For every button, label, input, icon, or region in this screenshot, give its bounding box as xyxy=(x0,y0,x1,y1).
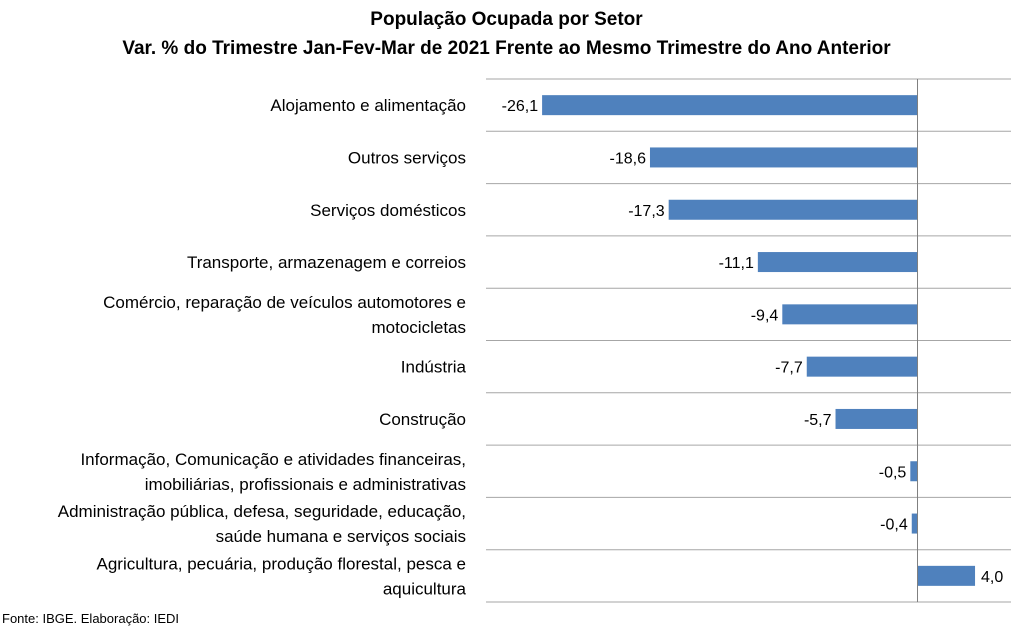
category-label: Agricultura, pecuária, produção floresta… xyxy=(97,554,466,573)
bar xyxy=(649,147,918,168)
chart-title: População Ocupada por Setor xyxy=(370,9,643,30)
data-label: -5,7 xyxy=(804,412,832,429)
bar xyxy=(782,304,918,325)
category-label: Indústria xyxy=(401,358,467,377)
data-label: -0,4 xyxy=(880,517,908,534)
category-label: saúde humana e serviços sociais xyxy=(216,527,466,546)
category-label: Transporte, armazenagem e correios xyxy=(187,253,466,272)
bar xyxy=(911,513,918,534)
category-label: motocicletas xyxy=(372,318,466,337)
data-label: 4,0 xyxy=(981,569,1003,586)
data-label: -26,1 xyxy=(502,98,539,115)
category-label: Serviços domésticos xyxy=(310,201,466,220)
category-label: Alojamento e alimentação xyxy=(270,96,466,115)
data-label: -17,3 xyxy=(628,203,665,220)
category-label: aquicultura xyxy=(383,579,467,598)
category-label: Administração pública, defesa, seguridad… xyxy=(58,502,466,521)
bar xyxy=(806,356,918,377)
bar xyxy=(910,461,918,482)
bar xyxy=(668,199,918,220)
bar xyxy=(542,95,918,116)
data-label: -0,5 xyxy=(879,464,907,481)
category-label: Informação, Comunicação e atividades fin… xyxy=(80,450,466,469)
chart-subtitle: Var. % do Trimestre Jan-Fev-Mar de 2021 … xyxy=(122,38,891,59)
category-label: imobiliárias, profissionais e administra… xyxy=(145,475,466,494)
source-note: Fonte: IBGE. Elaboração: IEDI xyxy=(2,611,180,626)
category-label: Comércio, reparação de veículos automoto… xyxy=(103,293,466,312)
data-label: -11,1 xyxy=(719,255,754,272)
bar xyxy=(757,252,918,273)
category-label: Construção xyxy=(379,410,466,429)
data-label: -9,4 xyxy=(751,307,779,324)
bar xyxy=(835,408,918,429)
bar xyxy=(917,565,976,586)
category-label: Outros serviços xyxy=(348,148,466,167)
data-label: -18,6 xyxy=(610,150,647,167)
data-label: -7,7 xyxy=(775,360,803,377)
